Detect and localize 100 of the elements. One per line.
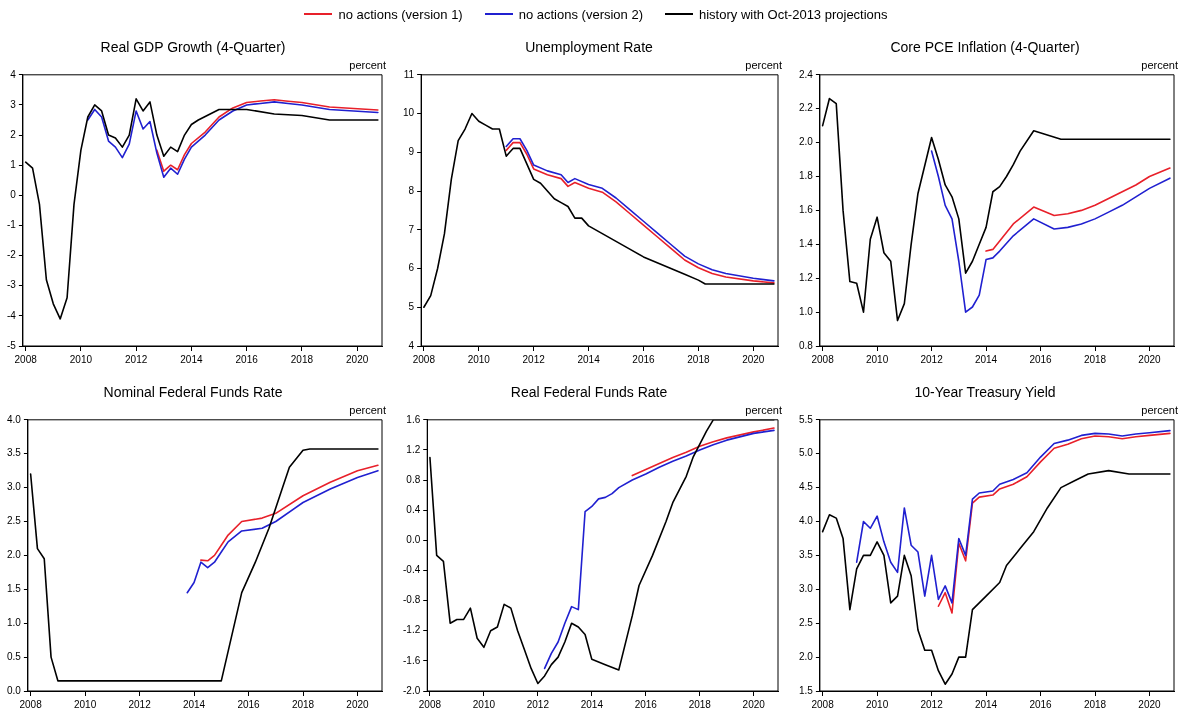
x-tick-label: 2020 xyxy=(742,698,766,710)
y-tick-label: 4 xyxy=(10,68,17,80)
y-tick-label: 4 xyxy=(408,339,415,351)
y-tick-label: 6 xyxy=(408,262,415,274)
y-axis-title: percent xyxy=(349,59,386,72)
y-tick-label: 5.5 xyxy=(799,413,814,425)
x-tick-label: 2018 xyxy=(290,353,314,365)
y-tick-label: 0.5 xyxy=(7,650,22,662)
y-tick-label: -2 xyxy=(6,249,17,261)
chart-title: 10-Year Treasury Yield xyxy=(914,384,1056,401)
y-tick-label: 1.6 xyxy=(406,413,421,425)
x-tick-label: 2012 xyxy=(128,698,152,710)
x-tick-label: 2016 xyxy=(235,353,259,365)
y-tick-label: -1 xyxy=(6,219,17,231)
x-tick-label: 2018 xyxy=(1083,698,1107,710)
x-tick-label: 2020 xyxy=(346,353,369,365)
y-tick-label: 0.8 xyxy=(799,339,814,351)
y-tick-label: 2 xyxy=(10,128,17,140)
y-tick-label: 3.0 xyxy=(799,583,814,595)
x-tick-label: 2010 xyxy=(467,353,491,365)
y-axis-title: percent xyxy=(1141,59,1178,72)
y-tick-label: 1.4 xyxy=(799,238,814,250)
y-tick-label: -1.6 xyxy=(403,654,421,666)
chart-title: Core PCE Inflation (4-Quarter) xyxy=(890,39,1080,56)
x-tick-label: 2018 xyxy=(688,698,712,710)
y-axis-title: percent xyxy=(745,59,782,72)
x-tick-label: 2008 xyxy=(811,698,835,710)
y-tick-label: 0 xyxy=(10,189,17,201)
x-tick-label: 2008 xyxy=(418,698,442,710)
y-tick-label: 11 xyxy=(403,68,415,80)
y-tick-label: -2.0 xyxy=(403,684,421,696)
x-tick-label: 2014 xyxy=(182,698,206,710)
x-tick-label: 2012 xyxy=(522,353,546,365)
y-tick-label: -5 xyxy=(6,339,17,351)
x-tick-label: 2010 xyxy=(69,353,93,365)
y-tick-label: 4.0 xyxy=(7,413,22,425)
legend-label: no actions (version 2) xyxy=(518,6,643,22)
y-tick-label: -4 xyxy=(6,309,17,321)
y-tick-label: 2.5 xyxy=(799,616,814,628)
y-tick-label: 8 xyxy=(408,184,415,196)
y-tick-label: 1 xyxy=(10,158,17,170)
y-axis-title: percent xyxy=(349,404,386,417)
y-tick-label: 3 xyxy=(10,98,17,110)
y-tick-label: 1.6 xyxy=(799,204,814,216)
y-tick-label: -3 xyxy=(6,279,17,291)
x-tick-label: 2014 xyxy=(974,353,998,365)
x-tick-label: 2012 xyxy=(920,698,944,710)
y-tick-label: 1.8 xyxy=(799,170,814,182)
y-tick-label: 10 xyxy=(403,107,415,119)
y-tick-label: 4.0 xyxy=(799,515,814,527)
x-tick-label: 2020 xyxy=(1138,353,1162,365)
x-tick-label: 2014 xyxy=(580,698,604,710)
y-axis-title: percent xyxy=(745,404,782,417)
x-tick-label: 2008 xyxy=(412,353,436,365)
x-tick-label: 2014 xyxy=(974,698,998,710)
y-tick-label: 2.4 xyxy=(799,68,814,80)
y-tick-label: 0.0 xyxy=(406,534,421,546)
x-tick-label: 2016 xyxy=(237,698,261,710)
x-tick-label: 2010 xyxy=(865,353,889,365)
x-tick-label: 2020 xyxy=(1138,698,1162,710)
x-tick-label: 2018 xyxy=(291,698,315,710)
x-tick-label: 2010 xyxy=(865,698,889,710)
y-tick-label: 9 xyxy=(408,146,415,158)
x-tick-label: 2014 xyxy=(577,353,601,365)
x-tick-label: 2020 xyxy=(742,353,765,365)
chart-title: Unemployment Rate xyxy=(525,39,654,56)
y-tick-label: 3.5 xyxy=(7,447,22,459)
y-tick-label: 2.5 xyxy=(7,515,22,527)
x-tick-label: 2016 xyxy=(1029,698,1053,710)
y-tick-label: 5 xyxy=(408,301,415,313)
y-tick-label: 0.0 xyxy=(7,684,22,696)
y-tick-label: 7 xyxy=(408,223,415,235)
y-tick-label: 1.2 xyxy=(799,271,814,283)
y-tick-label: 2.0 xyxy=(799,650,814,662)
y-tick-label: 5.0 xyxy=(799,447,814,459)
y-tick-label: -0.4 xyxy=(403,564,421,576)
y-tick-label: 2.0 xyxy=(7,549,22,561)
chart-title: Real GDP Growth (4-Quarter) xyxy=(100,39,286,56)
x-tick-label: 2016 xyxy=(634,698,658,710)
x-tick-label: 2016 xyxy=(632,353,656,365)
x-tick-label: 2008 xyxy=(19,698,43,710)
y-tick-label: 2.2 xyxy=(799,102,814,114)
x-tick-label: 2008 xyxy=(811,353,835,365)
y-tick-label: 1.0 xyxy=(799,305,814,317)
y-tick-label: 0.4 xyxy=(406,503,421,515)
y-axis-title: percent xyxy=(1141,404,1178,417)
x-tick-label: 2014 xyxy=(180,353,203,365)
y-tick-label: 1.5 xyxy=(799,684,814,696)
legend-label: history with Oct-2013 projections xyxy=(698,6,888,22)
y-tick-label: 2.0 xyxy=(799,136,814,148)
y-tick-label: 1.0 xyxy=(7,616,22,628)
x-tick-label: 2018 xyxy=(1083,353,1107,365)
y-tick-label: 1.2 xyxy=(406,443,421,455)
y-tick-label: 4.5 xyxy=(799,481,814,493)
y-tick-label: -1.2 xyxy=(403,624,421,636)
x-tick-label: 2010 xyxy=(472,698,496,710)
x-tick-label: 2018 xyxy=(687,353,710,365)
y-tick-label: -0.8 xyxy=(403,594,421,606)
x-tick-label: 2010 xyxy=(73,698,97,710)
y-tick-label: 1.5 xyxy=(7,583,22,595)
